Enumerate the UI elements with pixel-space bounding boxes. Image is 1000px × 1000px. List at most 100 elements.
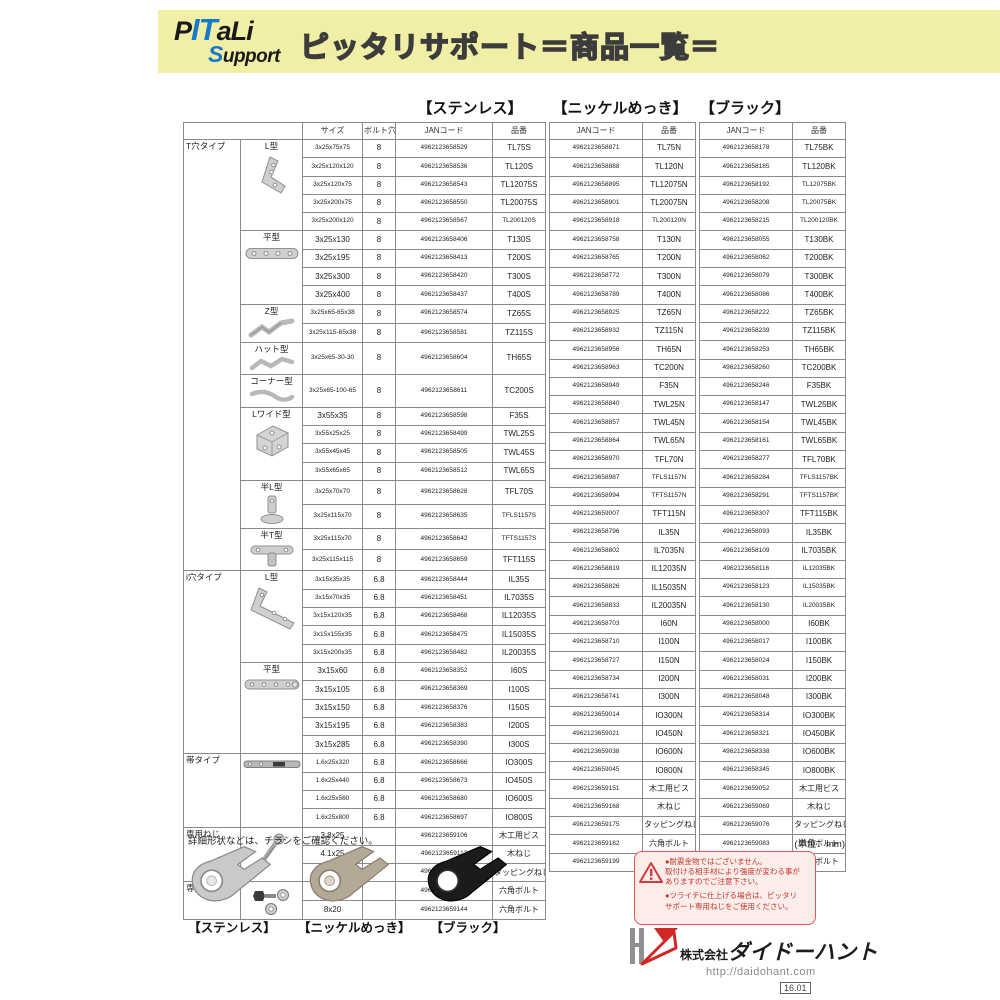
table-cell: TWL65BK (792, 431, 846, 452)
table-cell: 4962123658871 (549, 138, 643, 159)
table-cell: 6.8 (362, 588, 396, 609)
t-hat-photo-icon (242, 356, 301, 374)
table-cell: TFT115N (642, 504, 696, 525)
table-cell: TH65N (642, 340, 696, 360)
table-cell: 1.6x25x800 (302, 808, 363, 828)
table-cell: TFT115S (492, 549, 546, 572)
table-cell: 4962123658734 (549, 669, 643, 689)
table-cell: 4962123658765 (549, 248, 643, 269)
table-cell: 8 (362, 230, 396, 250)
table-cell: 4962123658666 (395, 753, 493, 773)
table-cell: F35N (642, 376, 696, 397)
table-cell: 4962123659052 (699, 779, 793, 799)
table-cell: TL200120BK (792, 212, 846, 232)
table-cell: TL12075S (492, 175, 546, 195)
table-cell: 4962123658437 (395, 285, 493, 305)
table-cell: 4962123658130 (699, 596, 793, 616)
shape-label: ハット型 (254, 343, 289, 354)
table-cell: 4962123658796 (549, 523, 643, 543)
table-cell: TL12075BK (792, 175, 846, 195)
table-cell: 8 (362, 503, 396, 530)
table-cell: 3x15x70x35 (302, 588, 363, 609)
t-lwide-photo-icon (242, 421, 301, 461)
table-cell: 4962123658239 (699, 321, 793, 342)
table-cell: T300N (642, 267, 696, 287)
table-cell: 6.8 (362, 735, 396, 755)
table-cell: 4962123659168 (549, 797, 643, 817)
table-cell: JANコード (549, 122, 643, 140)
table-cell: T130BK (792, 230, 846, 250)
table-cell: 3x55x25x25 (302, 424, 363, 445)
table-cell: 4962123658888 (549, 157, 643, 177)
table-cell: 4962123658031 (699, 669, 793, 689)
table-cell: 4962123658833 (549, 596, 643, 616)
warning-box: ●耐震金物ではございません。 取付ける相手材により強度が変わる事が ありますので… (634, 851, 816, 925)
table-cell: IO300N (642, 706, 696, 726)
table-cell: 4962123659199 (549, 852, 643, 872)
shape-label: Lワイド型 (252, 408, 291, 419)
table-cell: TFLS1157S (492, 503, 546, 530)
table-cell: 木工用ビス (492, 826, 546, 846)
table-cell: TZ115BK (792, 321, 846, 342)
finish-sample-photos: 【ステンレス】 【ニッケルめっき】 【ブラック】 (180, 845, 520, 936)
table-cell: 3x15x285 (302, 735, 363, 755)
table-cell: IO300BK (792, 706, 846, 726)
table-cell: 4962123658093 (699, 523, 793, 543)
daidohant-logo-mark (628, 922, 680, 973)
table-cell: 4962123658710 (549, 633, 643, 653)
shape-cell: 平型 (240, 230, 303, 305)
table-cell: IL15035S (492, 625, 546, 645)
table-cell: 4962123658789 (549, 285, 643, 305)
table-cell: 8 (362, 138, 396, 159)
table-cell: TWL65S (492, 461, 546, 481)
table-cell: 4962123659151 (549, 779, 643, 799)
table-cell: 4962123658918 (549, 212, 643, 232)
i-l-photo-icon (242, 584, 301, 632)
table-cell: 4962123658352 (395, 661, 493, 682)
table-cell: 4962123658369 (395, 680, 493, 700)
table-cell: 木工用ビス (642, 779, 696, 799)
table-cell: IO800BK (792, 761, 846, 781)
table-cell: TWL25S (492, 424, 546, 445)
shape-label: 半T型 (260, 530, 283, 541)
table-cell: 4962123658345 (699, 761, 793, 781)
table-cell: 4962123658574 (395, 303, 493, 324)
table-cell: 4962123658598 (395, 406, 493, 426)
shape-cell: L型 (240, 570, 303, 663)
table-cell: 4962123658253 (699, 340, 793, 360)
black-bracket-photo (427, 845, 508, 902)
table-cell: F35S (492, 406, 546, 426)
table-cell: 3x25x200x75 (302, 193, 363, 214)
table-cell: I60N (642, 614, 696, 635)
table-cell: 4962123658468 (395, 607, 493, 627)
header-band (158, 10, 1000, 73)
table-cell: 4962123658185 (699, 157, 793, 177)
t-halfl-photo-icon (242, 494, 301, 528)
t-corner-photo-icon (242, 388, 301, 406)
table-cell: TFTS1157S (492, 528, 546, 551)
unit-note: (単位：mm) (794, 839, 845, 850)
table-cell: TH65S (492, 341, 546, 376)
shape-cell: 半L型 (240, 479, 303, 530)
table-cell: TL200120S (492, 212, 546, 232)
table-cell: 4962123658628 (395, 479, 493, 505)
table-cell: 8 (362, 322, 396, 343)
table-cell: 六角ボルト (492, 900, 546, 920)
version-badge: 16.01 (780, 982, 811, 994)
table-cell: IL20035S (492, 643, 546, 663)
table-cell: TZ65BK (792, 303, 846, 323)
table-cell: 4962123658376 (395, 698, 493, 718)
table-cell: TL75S (492, 138, 546, 159)
table-cell: 4962123658901 (549, 193, 643, 214)
logo-line1: PITaLi (174, 12, 254, 47)
table-cell: 4962123658819 (549, 559, 643, 580)
table-cell: 4962123658932 (549, 321, 643, 342)
sample-black: 【ブラック】 (416, 845, 520, 936)
table-cell: 4962123658697 (395, 808, 493, 828)
table-cell: IL7035N (642, 541, 696, 561)
table-cell: 4962123658178 (699, 138, 793, 159)
table-cell: I200BK (792, 669, 846, 689)
screw-photo-icon (242, 832, 301, 868)
table-cell: I100N (642, 633, 696, 653)
table-cell: IL7035BK (792, 541, 846, 561)
